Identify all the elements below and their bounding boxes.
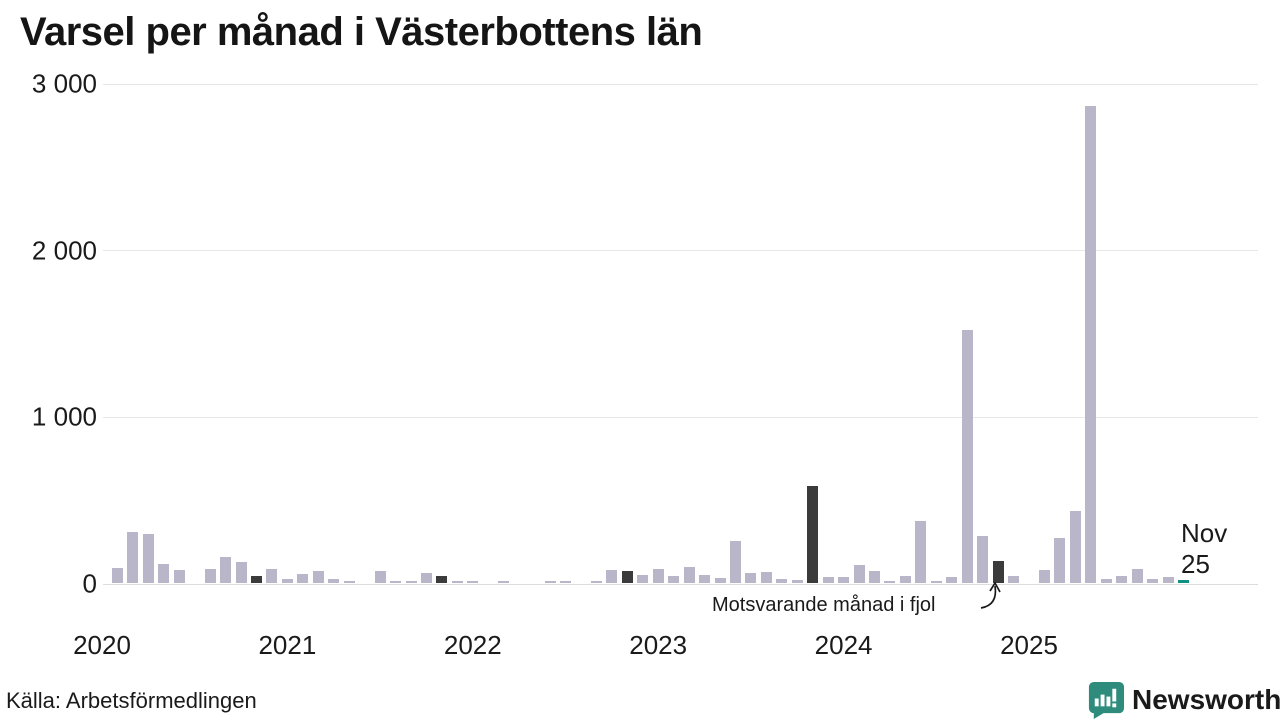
source-label: Källa: Arbetsförmedlingen [6, 688, 257, 713]
bar-2020-08 [204, 568, 216, 583]
bar-2021-09 [405, 581, 417, 583]
y-gridline-3000 [103, 83, 1258, 85]
bar-2024-07 [930, 580, 942, 583]
bar-2023-04 [699, 575, 711, 583]
bar-2021-12 [451, 581, 463, 583]
y-tick-label-0: 0 [82, 568, 97, 599]
bar-2024-01 [838, 577, 850, 583]
bar-2020-12 [266, 568, 278, 583]
bar-2022-11 [621, 571, 633, 583]
bar-2023-03 [683, 567, 695, 583]
bar-2024-04 [884, 580, 896, 583]
brand-name: Newsworthy [1132, 683, 1280, 715]
bar-2022-06 [544, 581, 556, 583]
x-axis: 2020 2021 2022 2023 2024 2025 [0, 630, 1280, 664]
bar-2022-12 [637, 575, 649, 583]
y-gridline-1000 [103, 416, 1258, 418]
plot-area: 0 1 000 2 000 3 000 [0, 69, 1280, 599]
bar-2024-09 [961, 329, 973, 583]
bar-2025-10 [1162, 577, 1174, 583]
bar-2025-11 [1178, 579, 1189, 583]
bar-2023-01 [652, 568, 664, 583]
bar-2025-09 [1147, 578, 1159, 583]
bar-2023-07 [745, 573, 757, 583]
bar-2023-10 [791, 580, 803, 583]
bar-2021-01 [281, 578, 293, 583]
bar-2021-04 [328, 579, 340, 583]
bar-2023-11 [807, 485, 819, 583]
bar-2022-07 [560, 581, 571, 583]
bar-2021-02 [297, 573, 309, 583]
bar-2024-10 [977, 535, 989, 583]
bar-2025-05 [1085, 106, 1097, 583]
chart-title: Varsel per månad i Västerbottens län [20, 10, 703, 54]
bar-2020-06 [173, 569, 185, 583]
bar-2025-06 [1100, 578, 1112, 583]
bar-2021-08 [390, 581, 402, 583]
bar-2023-06 [729, 541, 741, 583]
x-tick-label-2025: 2025 [1000, 630, 1058, 660]
bar-2020-05 [158, 563, 170, 583]
y-tick-label-1000: 1 000 [31, 401, 97, 432]
bar-2023-05 [714, 578, 726, 583]
bar-2023-08 [760, 572, 772, 583]
bar-2023-12 [822, 577, 834, 583]
bar-2024-06 [915, 520, 927, 583]
bar-2022-09 [590, 581, 602, 583]
bar-2021-07 [374, 570, 386, 583]
x-tick-label-2024: 2024 [814, 630, 873, 660]
bar-2020-02 [111, 568, 123, 583]
x-tick-label-2023: 2023 [629, 630, 688, 660]
x-tick-label-2021: 2021 [258, 630, 317, 660]
bar-2022-01 [467, 581, 479, 583]
y-tick-label-2000: 2 000 [31, 235, 97, 266]
bar-2020-10 [235, 562, 247, 583]
bar-2024-11 [992, 561, 1004, 583]
bar-2023-02 [668, 576, 680, 583]
bar-2021-03 [312, 571, 324, 583]
bar-2021-05 [343, 581, 355, 583]
annotation-label: Motsvarande månad i fjol [712, 594, 936, 616]
y-tick-label-3000: 3 000 [31, 68, 97, 99]
bar-2021-10 [420, 573, 432, 583]
bar-2020-09 [220, 557, 232, 583]
newsworthy-icon [1088, 681, 1125, 719]
annotation-arrow-icon [980, 581, 1001, 609]
bar-2024-05 [899, 576, 911, 583]
current-month-year: 25 [1181, 549, 1210, 579]
bar-2025-08 [1131, 569, 1143, 583]
bar-2024-12 [1008, 575, 1020, 583]
bar-2024-08 [946, 577, 958, 583]
bar-2022-10 [606, 570, 618, 583]
y-gridline-0 [103, 583, 1258, 585]
brand-logo: Newsworthy [1086, 680, 1280, 719]
bar-2023-09 [776, 578, 788, 583]
bar-2022-03 [498, 581, 510, 583]
bar-2025-03 [1054, 538, 1066, 583]
bar-2020-04 [142, 533, 154, 583]
bar-2024-02 [853, 565, 865, 583]
x-tick-label-2022: 2022 [443, 630, 502, 660]
y-gridline-2000 [103, 250, 1258, 252]
x-tick-label-2020: 2020 [73, 630, 131, 660]
bar-2021-11 [436, 576, 448, 583]
bar-2020-11 [251, 576, 262, 583]
current-month-name: Nov [1181, 518, 1228, 548]
bar-2024-03 [869, 571, 880, 583]
current-month-label: Nov 25 [1181, 518, 1227, 580]
bar-2025-07 [1116, 575, 1128, 583]
bar-2025-04 [1069, 510, 1081, 583]
bar-2025-02 [1038, 570, 1050, 583]
bar-2020-03 [127, 532, 139, 583]
